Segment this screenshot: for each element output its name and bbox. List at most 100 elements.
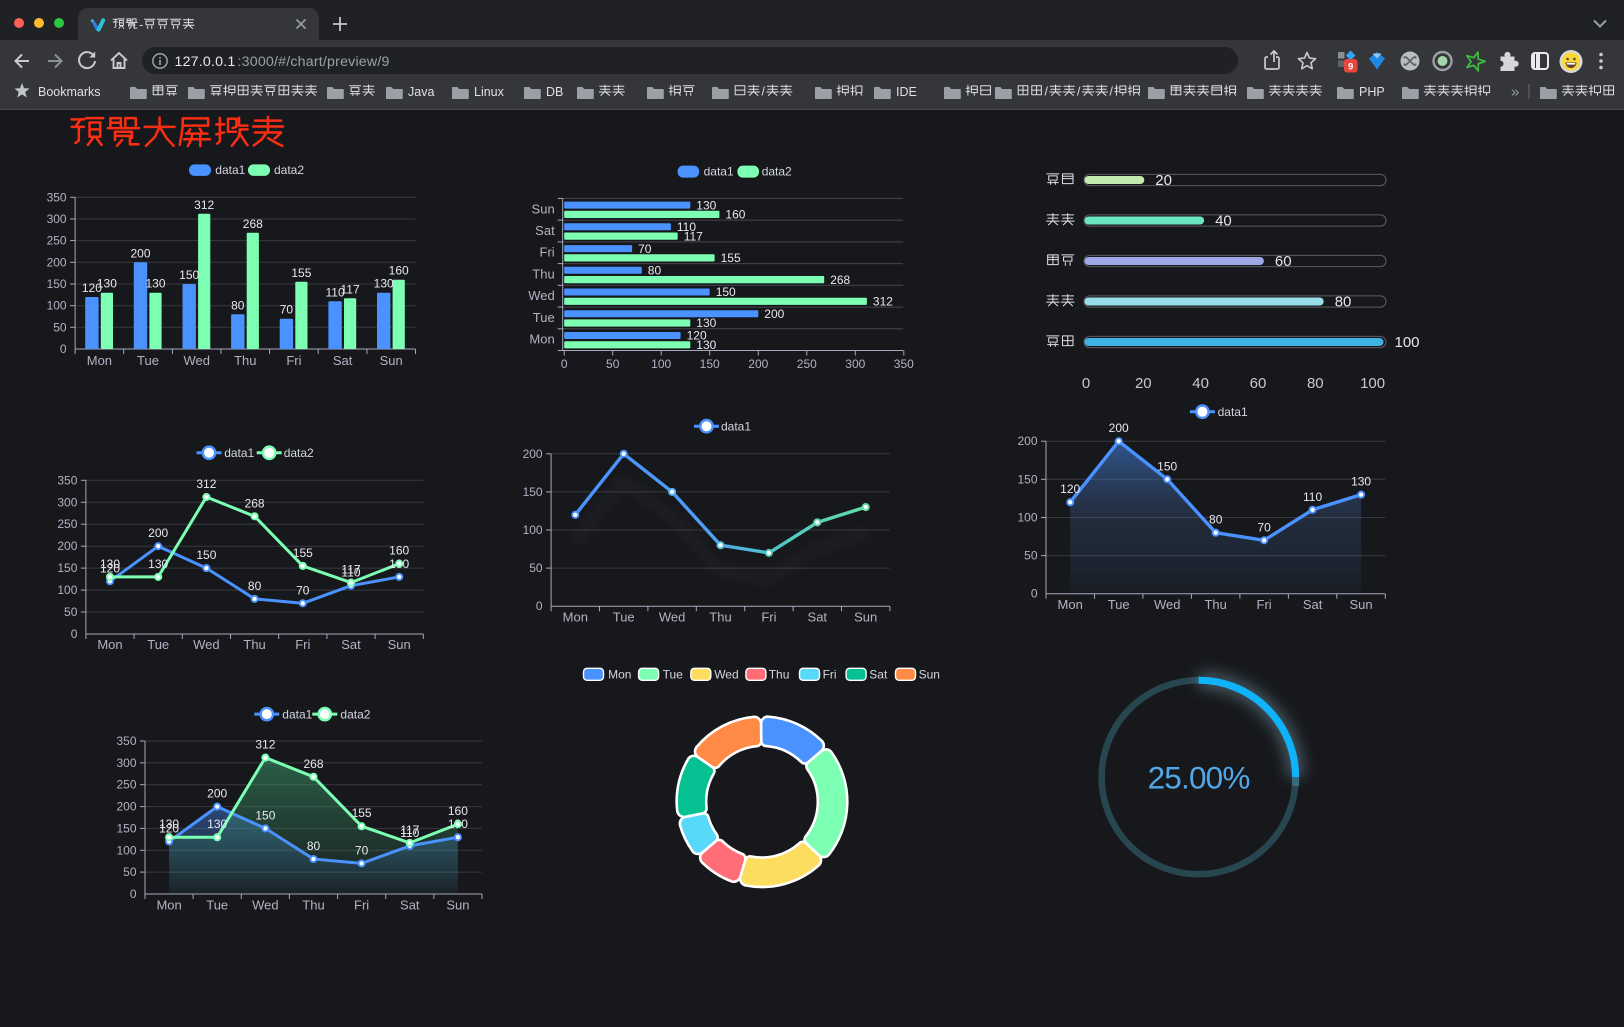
svg-text:268: 268 bbox=[245, 496, 265, 510]
svg-text:100: 100 bbox=[116, 843, 136, 857]
svg-text:300: 300 bbox=[116, 756, 136, 770]
svg-text:117: 117 bbox=[341, 282, 360, 296]
svg-text:Sat: Sat bbox=[869, 668, 888, 682]
svg-text:/: / bbox=[762, 85, 766, 99]
svg-text:data1: data1 bbox=[224, 446, 254, 460]
svg-text:Mon: Mon bbox=[87, 353, 112, 368]
svg-text:Thu: Thu bbox=[532, 267, 554, 282]
svg-text:350: 350 bbox=[47, 190, 67, 204]
svg-text:Sun: Sun bbox=[388, 637, 411, 652]
svg-text:100: 100 bbox=[523, 523, 543, 537]
svg-text:IDE: IDE bbox=[896, 85, 917, 99]
svg-text:268: 268 bbox=[830, 273, 850, 287]
svg-text:-: - bbox=[139, 19, 143, 32]
svg-text:Wed: Wed bbox=[659, 610, 686, 625]
svg-text:130: 130 bbox=[207, 817, 227, 831]
svg-text:300: 300 bbox=[57, 495, 77, 509]
svg-text:150: 150 bbox=[523, 485, 543, 499]
svg-text:Thu: Thu bbox=[302, 898, 324, 913]
svg-text:130: 130 bbox=[100, 557, 120, 571]
svg-text:/: / bbox=[1077, 85, 1081, 99]
svg-text:155: 155 bbox=[352, 806, 372, 820]
svg-text:Sat: Sat bbox=[535, 223, 555, 238]
svg-text:70: 70 bbox=[280, 303, 294, 317]
svg-text:130: 130 bbox=[696, 198, 716, 212]
svg-text:Sat: Sat bbox=[1303, 597, 1323, 612]
svg-text:300: 300 bbox=[47, 212, 67, 226]
svg-text:PHP: PHP bbox=[1359, 85, 1385, 99]
svg-text:0: 0 bbox=[536, 599, 543, 613]
svg-text:Java: Java bbox=[408, 85, 434, 99]
svg-text:Wed: Wed bbox=[252, 898, 279, 913]
svg-text:Mon: Mon bbox=[1058, 597, 1083, 612]
svg-text:data2: data2 bbox=[274, 163, 304, 177]
svg-text:Fri: Fri bbox=[286, 353, 301, 368]
svg-text:100: 100 bbox=[47, 299, 67, 313]
svg-text:50: 50 bbox=[123, 865, 137, 879]
svg-text:Fri: Fri bbox=[540, 245, 555, 260]
svg-text:150: 150 bbox=[47, 277, 67, 291]
svg-text:0: 0 bbox=[60, 342, 67, 356]
svg-text:60: 60 bbox=[1250, 375, 1267, 392]
svg-text:Sun: Sun bbox=[1350, 597, 1373, 612]
svg-text:Sat: Sat bbox=[400, 898, 420, 913]
svg-text:50: 50 bbox=[1024, 549, 1038, 563]
svg-text:40: 40 bbox=[1192, 375, 1209, 392]
svg-text:data1: data1 bbox=[215, 163, 245, 177]
svg-text:50: 50 bbox=[529, 561, 543, 575]
svg-text:Fri: Fri bbox=[354, 898, 369, 913]
svg-text:200: 200 bbox=[57, 539, 77, 553]
svg-text:200: 200 bbox=[148, 526, 168, 540]
svg-text:Fri: Fri bbox=[295, 637, 310, 652]
svg-text:160: 160 bbox=[389, 264, 409, 278]
svg-text:data2: data2 bbox=[762, 165, 792, 179]
svg-text:»: » bbox=[1511, 84, 1519, 101]
svg-text:100: 100 bbox=[57, 583, 77, 597]
svg-text:80: 80 bbox=[1335, 294, 1352, 311]
svg-text:Mon: Mon bbox=[97, 637, 122, 652]
svg-text:25.00%: 25.00% bbox=[1148, 760, 1250, 796]
svg-text:data1: data1 bbox=[721, 419, 751, 433]
svg-text:80: 80 bbox=[648, 264, 662, 278]
svg-text:300: 300 bbox=[845, 357, 865, 371]
svg-text:Fri: Fri bbox=[1257, 597, 1272, 612]
svg-text:268: 268 bbox=[243, 217, 263, 231]
svg-text:80: 80 bbox=[248, 579, 262, 593]
svg-text:160: 160 bbox=[389, 544, 409, 558]
svg-text:20: 20 bbox=[1135, 375, 1152, 392]
svg-text:110: 110 bbox=[1303, 490, 1322, 504]
svg-text:Sun: Sun bbox=[446, 898, 469, 913]
svg-text:Wed: Wed bbox=[528, 288, 555, 303]
svg-text:50: 50 bbox=[53, 320, 67, 334]
svg-text:117: 117 bbox=[400, 823, 419, 837]
svg-text:120: 120 bbox=[100, 561, 120, 575]
svg-text:0: 0 bbox=[561, 357, 568, 371]
svg-text:200: 200 bbox=[116, 800, 136, 814]
svg-text:Thu: Thu bbox=[234, 353, 256, 368]
svg-text:Wed: Wed bbox=[193, 637, 220, 652]
svg-text:120: 120 bbox=[159, 822, 179, 836]
svg-text:Wed: Wed bbox=[1154, 597, 1181, 612]
svg-text:Tue: Tue bbox=[1108, 597, 1130, 612]
svg-text:Mon: Mon bbox=[563, 610, 588, 625]
svg-text:250: 250 bbox=[797, 357, 817, 371]
svg-text:130: 130 bbox=[145, 277, 165, 291]
svg-text:Thu: Thu bbox=[769, 668, 790, 682]
svg-text:Wed: Wed bbox=[714, 668, 738, 682]
svg-text:Sat: Sat bbox=[341, 637, 361, 652]
svg-text:150: 150 bbox=[255, 808, 275, 822]
svg-text:Mon: Mon bbox=[529, 332, 554, 347]
svg-text:150: 150 bbox=[1157, 459, 1177, 473]
svg-text:70: 70 bbox=[1257, 520, 1271, 534]
svg-text:200: 200 bbox=[130, 246, 150, 260]
svg-text:150: 150 bbox=[700, 357, 720, 371]
svg-text:Bookmarks: Bookmarks bbox=[38, 85, 101, 99]
svg-text:80: 80 bbox=[231, 298, 245, 312]
svg-text:150: 150 bbox=[57, 561, 77, 575]
svg-text:Thu: Thu bbox=[709, 610, 731, 625]
svg-text:150: 150 bbox=[716, 285, 736, 299]
svg-text:312: 312 bbox=[255, 738, 275, 752]
svg-text:130: 130 bbox=[696, 338, 716, 352]
svg-text:data2: data2 bbox=[284, 446, 314, 460]
svg-text:150: 150 bbox=[179, 268, 199, 282]
